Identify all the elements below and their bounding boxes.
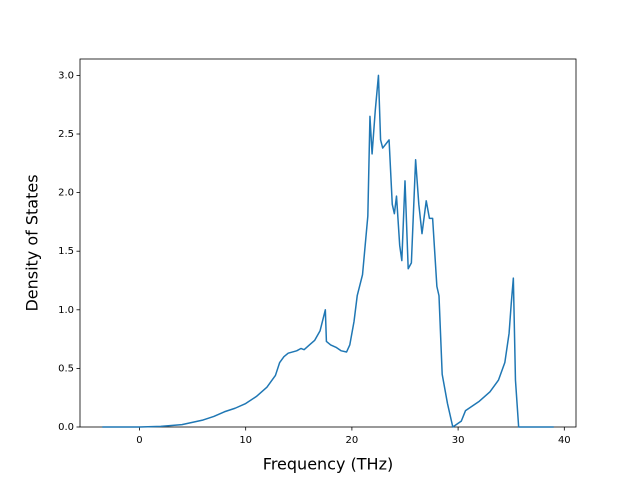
y-tick-label: 1.0 <box>58 305 74 316</box>
x-tick-label: 0 <box>136 435 142 446</box>
x-tick-label: 10 <box>239 435 252 446</box>
y-tick-label: 0.5 <box>58 363 74 374</box>
y-tick-label: 2.5 <box>58 129 74 140</box>
y-tick-label: 2.0 <box>58 188 74 199</box>
y-tick-label: 0.0 <box>58 422 74 433</box>
x-tick-label: 30 <box>452 435 465 446</box>
y-tick-label: 3.0 <box>58 70 74 81</box>
x-tick-label: 20 <box>346 435 359 446</box>
axes-frame <box>79 58 577 428</box>
y-tick-label: 1.5 <box>58 246 74 257</box>
y-axis-label: Density of States <box>23 174 42 311</box>
x-tick-label: 40 <box>558 435 571 446</box>
x-axis-label: Frequency (THz) <box>263 455 393 474</box>
line <box>102 74 554 428</box>
